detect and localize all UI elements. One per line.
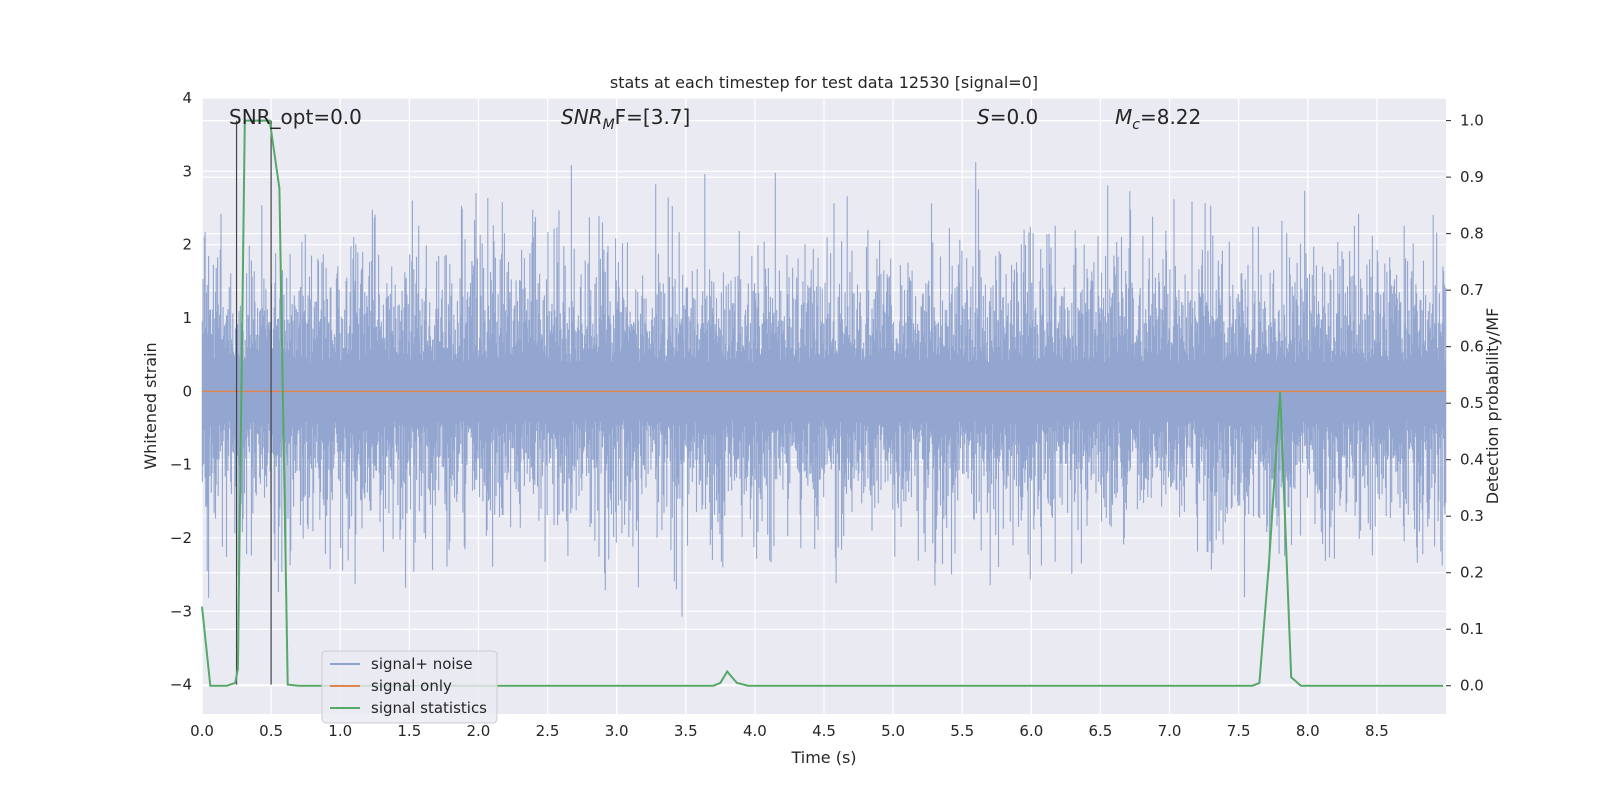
- right-tick-label: 0.0: [1460, 677, 1484, 695]
- legend-label-signal-noise: signal+ noise: [371, 655, 473, 673]
- y-tick-label: −4: [170, 676, 192, 694]
- signal-statistics-line: [201, 119, 1444, 687]
- x-tick-label: 2.5: [536, 722, 560, 740]
- chart-title: stats at each timestep for test data 125…: [610, 73, 1038, 92]
- y-tick-label: 0: [182, 382, 192, 400]
- noise-series-layer: [201, 162, 1447, 617]
- right-tick-label: 0.4: [1460, 451, 1484, 469]
- y-tick-label: 4: [182, 89, 192, 107]
- right-tick-label: 0.9: [1460, 168, 1484, 186]
- annotation-s-italic: S: [977, 105, 990, 129]
- x-tick-label: 5.0: [881, 722, 905, 740]
- right-tick-label: 0.8: [1460, 225, 1484, 243]
- annotation-snr-mf-rest: F=[3.7]: [615, 105, 691, 129]
- legend-label-signal-statistics: signal statistics: [371, 699, 487, 717]
- x-tick-label: 2.0: [467, 722, 491, 740]
- ticks-layer: 0.0 0.5 1.0 1.5 2.0 2.5 3.0 3.5 4.0 4.5 5.0 5.5 6.0 6…: [170, 89, 1484, 740]
- y-tick-label: −3: [170, 602, 192, 620]
- y-tick-label: 2: [182, 236, 192, 254]
- legend: signal+ noise signal only signal statist…: [321, 650, 498, 724]
- y-tick-label: 1: [182, 309, 192, 327]
- y-axis-label-right: Detection probability/MF: [1483, 308, 1502, 505]
- right-tick-label: 0.6: [1460, 338, 1484, 356]
- annotation-mc-rest: =8.22: [1140, 105, 1201, 129]
- annotation-s: S=0.0: [977, 105, 1038, 129]
- y-axis-label: Whitened strain: [141, 342, 160, 469]
- x-tick-label: 3.5: [674, 722, 698, 740]
- annotation-snr-mf: SNRMF=[3.7]: [561, 105, 690, 133]
- annotation-snr-mf-sub: M: [603, 117, 615, 133]
- annotation-snr-opt: SNR_opt=0.0: [229, 105, 362, 129]
- annotation-snr-mf-base: SNR: [561, 105, 603, 129]
- right-tick-label: 0.7: [1460, 281, 1484, 299]
- legend-label-signal-only: signal only: [371, 677, 452, 695]
- x-axis-label: Time (s): [790, 748, 856, 767]
- x-tick-label: 6.0: [1019, 722, 1043, 740]
- annotation-mc-base: M: [1115, 105, 1132, 129]
- x-tick-label: 5.5: [950, 722, 974, 740]
- legend-box: [321, 650, 498, 724]
- x-tick-label: 7.0: [1158, 722, 1182, 740]
- x-tick-label: 0.5: [259, 722, 283, 740]
- right-tick-label: 0.3: [1460, 507, 1484, 525]
- x-tick-label: 8.5: [1365, 722, 1389, 740]
- x-tick-label: 7.5: [1227, 722, 1251, 740]
- right-tick-label: 0.2: [1460, 564, 1484, 582]
- x-tick-label: 4.5: [812, 722, 836, 740]
- y-tick-label: −1: [170, 456, 192, 474]
- signal-noise-trace: [201, 162, 1447, 617]
- annotation-mc: Mc=8.22: [1115, 105, 1201, 133]
- x-tick-label: 3.0: [605, 722, 629, 740]
- x-tick-label: 1.0: [328, 722, 352, 740]
- y-tick-label: −2: [170, 529, 192, 547]
- right-tick-label: 1.0: [1460, 112, 1484, 130]
- x-tick-label: 6.5: [1089, 722, 1113, 740]
- y-tick-label: 3: [182, 162, 192, 180]
- x-tick-label: 8.0: [1296, 722, 1320, 740]
- right-tick-label: 0.5: [1460, 394, 1484, 412]
- x-tick-label: 0.0: [190, 722, 214, 740]
- annotation-s-rest: =0.0: [990, 105, 1039, 129]
- right-tick-label: 0.1: [1460, 620, 1484, 638]
- annotation-mc-sub: c: [1132, 117, 1140, 133]
- vertical-marker-layer: [235, 120, 272, 685]
- x-tick-label: 4.0: [743, 722, 767, 740]
- x-tick-label: 1.5: [397, 722, 421, 740]
